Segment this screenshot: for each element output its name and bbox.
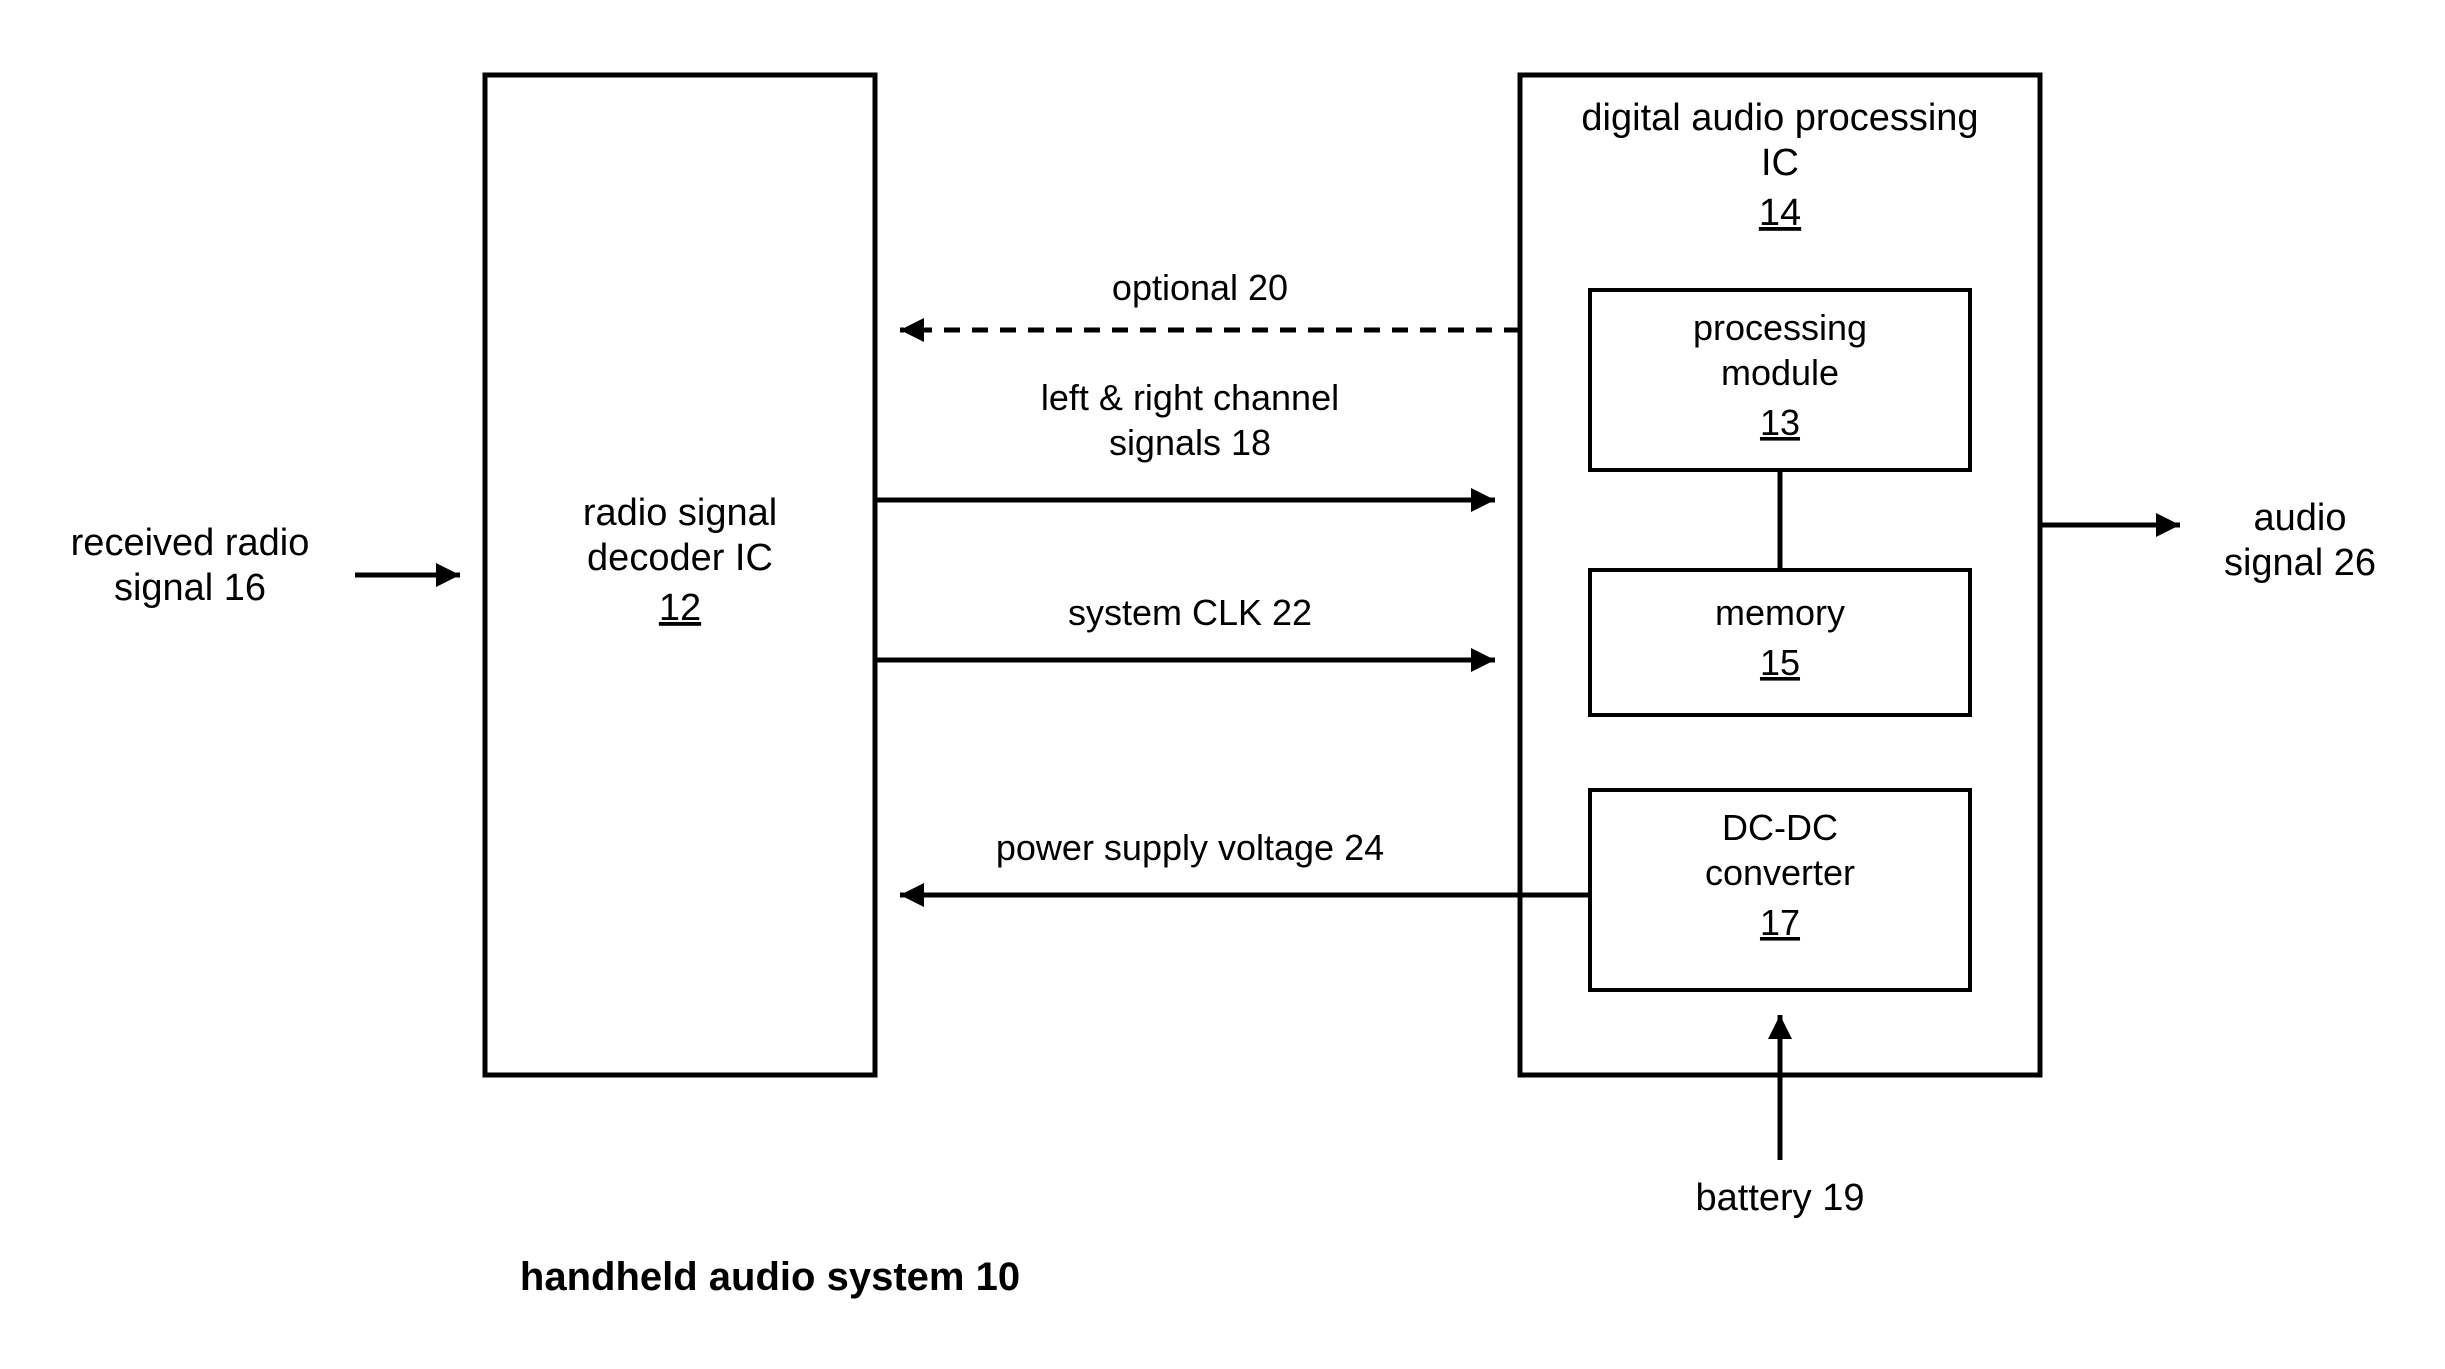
arrow-sysclk	[875, 648, 1495, 672]
diagram-title: handheld audio system 10	[520, 1255, 1020, 1299]
label-radio-decoder-2: decoder IC	[587, 537, 773, 579]
label-proc-1: processing	[1693, 307, 1867, 348]
arrow-optional	[900, 318, 1520, 342]
label-dap-ic-1: digital audio processing	[1581, 97, 1978, 139]
ref-dcdc: 17	[1760, 902, 1800, 943]
label-dap-ic-2: IC	[1761, 142, 1799, 184]
ref-proc: 13	[1760, 402, 1800, 443]
label-sysclk: system CLK 22	[1068, 592, 1312, 633]
label-input-1: received radio	[71, 522, 310, 564]
arrow-output	[2040, 513, 2180, 537]
ref-memory: 15	[1760, 642, 1800, 683]
arrow-psu	[900, 883, 1590, 907]
label-lr-2: signals 18	[1109, 422, 1271, 463]
label-dcdc-2: converter	[1705, 852, 1855, 893]
label-input-2: signal 16	[114, 567, 266, 609]
label-memory: memory	[1715, 592, 1845, 633]
label-output-1: audio	[2254, 497, 2347, 539]
label-output-2: signal 26	[2224, 542, 2376, 584]
arrow-lr-signals	[875, 488, 1495, 512]
label-proc-2: module	[1721, 352, 1839, 393]
label-battery: battery 19	[1696, 1177, 1865, 1219]
label-lr-1: left & right channel	[1041, 377, 1339, 418]
label-optional: optional 20	[1112, 267, 1288, 308]
ref-radio-decoder: 12	[659, 587, 701, 629]
label-dcdc-1: DC-DC	[1722, 807, 1838, 848]
arrow-battery	[1768, 1015, 1792, 1160]
label-radio-decoder-1: radio signal	[583, 492, 777, 534]
label-psu: power supply voltage 24	[996, 827, 1384, 868]
ref-dap-ic: 14	[1759, 192, 1801, 234]
arrow-input	[355, 563, 460, 587]
